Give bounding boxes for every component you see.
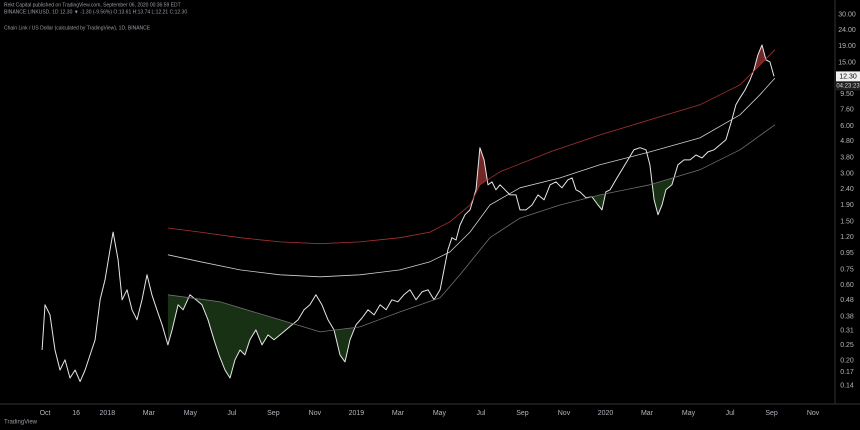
x-tick-label: 2019 [349, 410, 365, 417]
y-tick-label: 0.75 [840, 266, 854, 273]
band-line [167, 49, 776, 245]
x-tick-label: Mar [392, 410, 405, 417]
countdown-box [836, 81, 860, 91]
publisher-line: Rekt Capital published on TradingView.co… [4, 2, 181, 8]
x-tick-label: Nov [558, 410, 571, 417]
x-tick-label: Nov [807, 410, 820, 417]
price-tag [836, 71, 860, 82]
y-tick-label: 0.14 [840, 382, 854, 389]
y-tick-label: 24.00 [838, 27, 856, 34]
y-tick-label: 1.20 [840, 234, 854, 241]
y-tick-label: 0.25 [840, 342, 854, 349]
band-fill-green [167, 124, 774, 382]
y-tick-label: 1.50 [840, 219, 854, 226]
symbol-line: BINANCE:LINKUSD, 1D 12.30 ▼ -1.30 (-9.56… [4, 9, 187, 15]
y-tick-label: 7.60 [840, 106, 854, 113]
y-tick-label: 6.00 [840, 123, 854, 130]
y-tick-label: 2.40 [840, 186, 854, 193]
x-tick-label: Mar [143, 410, 156, 417]
x-tick-label: 16 [72, 410, 80, 417]
y-tick-label: 0.60 [840, 282, 854, 289]
x-tick-label: Oct [40, 410, 51, 417]
x-tick-label: Sep [516, 410, 529, 417]
band-line [167, 77, 776, 278]
price-tag-label: 12.30 [839, 73, 857, 80]
logo: TradingView [4, 420, 38, 426]
y-tick-label: 0.31 [840, 327, 854, 334]
y-tick-label: 9.50 [840, 91, 854, 98]
x-tick-label: May [184, 410, 198, 417]
x-tick-label: Nov [309, 410, 322, 417]
y-tick-label: 3.00 [840, 171, 854, 178]
y-tick-label: 15.00 [838, 60, 856, 67]
price-line [41, 44, 775, 383]
y-tick-label: 0.38 [840, 313, 854, 320]
x-tick-label: 2018 [100, 410, 116, 417]
y-tick-label: 0.17 [840, 369, 854, 376]
study-line: Chain Link / US Dollar (calculated by Tr… [4, 25, 151, 31]
y-tick-label: 30.00 [838, 12, 856, 19]
x-tick-label: May [433, 410, 447, 417]
x-tick-label: Sep [267, 410, 280, 417]
x-tick-label: Mar [641, 410, 654, 417]
y-tick-label: 0.48 [840, 297, 854, 304]
x-tick-label: 2020 [598, 410, 614, 417]
band-fill-red [167, 45, 774, 244]
y-tick-label: 1.90 [840, 202, 854, 209]
x-tick-label: Jul [476, 410, 485, 417]
x-tick-label: Sep [765, 410, 778, 417]
countdown-label: 04:23:23 [836, 83, 860, 89]
band-line [167, 124, 776, 333]
y-tick-label: 0.20 [840, 358, 854, 365]
y-tick-label: 3.80 [840, 154, 854, 161]
y-tick-label: 19.00 [838, 43, 856, 50]
x-tick-label: Jul [726, 410, 735, 417]
y-tick-label: 4.80 [840, 138, 854, 145]
x-tick-label: May [682, 410, 696, 417]
x-tick-label: Jul [227, 410, 236, 417]
y-tick-label: 0.95 [840, 250, 854, 257]
